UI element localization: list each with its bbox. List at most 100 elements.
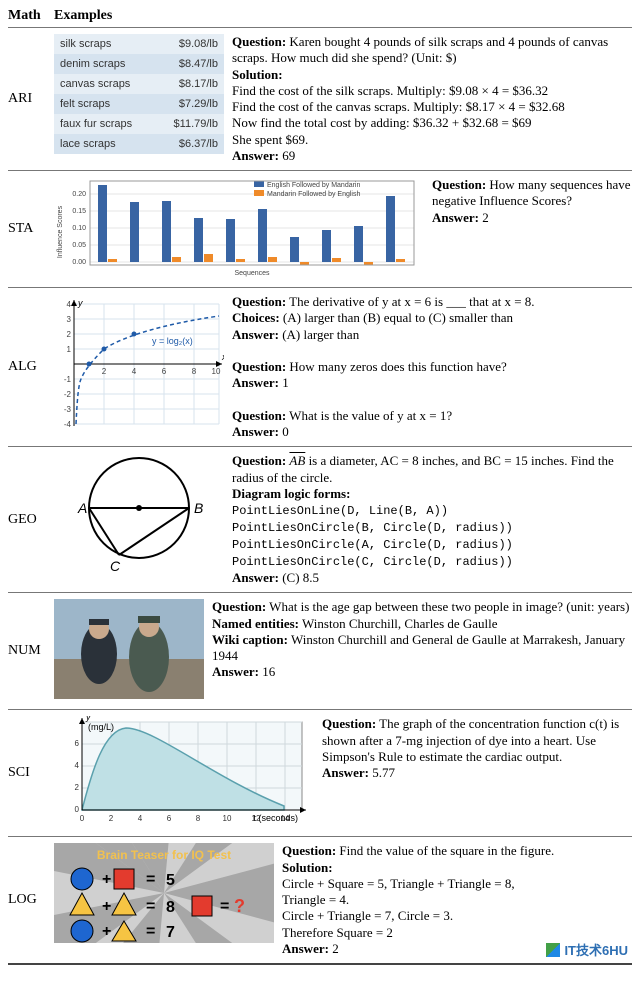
logic-form: PointLiesOnCircle(A, Circle(D, radius)) — [232, 538, 513, 552]
answer-label: Answer: — [232, 327, 279, 342]
svg-text:6: 6 — [162, 367, 167, 376]
cell-name: canvas scraps — [54, 74, 156, 94]
alg-figure: x y 246810 4321 -1-2-3-4 y = log₂(x) — [54, 294, 224, 438]
svg-text:-3: -3 — [64, 405, 72, 414]
answer-label: Answer: — [432, 210, 479, 225]
wiki-caption-label: Wiki caption: — [212, 632, 288, 647]
solution-line: Triangle = 4. — [282, 892, 349, 907]
geo-figure: A B C — [54, 453, 224, 577]
xlabel: Sequences — [234, 270, 270, 277]
answer-text: 2 — [479, 210, 489, 225]
ylabel: (mg/L) — [88, 722, 114, 732]
question-text: Karen bought 4 pounds of silk scraps and… — [232, 34, 608, 65]
solution-label: Solution: — [232, 67, 283, 82]
num-photo-placeholder — [54, 599, 204, 699]
section-num: NUM Question: What is the age gap betwee… — [8, 593, 632, 710]
question-label: Question: — [232, 34, 286, 49]
answer-text: 69 — [279, 148, 295, 163]
table-header: Math Examples — [8, 8, 632, 28]
ytick: 0.00 — [72, 259, 86, 266]
cell-price: $9.08/lb — [156, 34, 224, 54]
svg-text:+: + — [102, 898, 111, 915]
ytick: 0.20 — [72, 191, 86, 198]
label-num: NUM — [8, 643, 54, 659]
svg-text:2: 2 — [75, 783, 80, 792]
ylabel: Influence Scores — [57, 205, 64, 258]
sci-figure: 024 6810 1214 0246 (mg/L) t (seconds) y — [54, 716, 314, 830]
question-text: What is the age gap between these two pe… — [266, 599, 629, 614]
cell-price: $8.47/lb — [156, 54, 224, 74]
question-label: Question: — [282, 843, 336, 858]
label-A: A — [77, 500, 87, 516]
legend-s1: English Followed by Mandarin — [267, 182, 360, 189]
cell-name: lace scraps — [54, 134, 156, 154]
sta-bar-chart: 0.00 0.05 0.10 0.15 0.20 Influence Score… — [54, 177, 424, 277]
question-text: What is the value of y at x = 1? — [286, 408, 452, 423]
watermark: IT技术6HU — [546, 940, 628, 959]
alg-text: Question: The derivative of y at x = 6 i… — [232, 294, 632, 440]
label-C: C — [110, 558, 121, 573]
row2-rhs: 8 — [166, 899, 175, 916]
geo-text: Question: AB is a diameter, AC = 8 inche… — [232, 453, 632, 586]
num-figure — [54, 599, 204, 703]
svg-text:2: 2 — [67, 330, 72, 339]
price-table: silk scraps$9.08/lb denim scraps$8.47/lb… — [54, 34, 224, 154]
ytick: 0.10 — [72, 225, 86, 232]
unknown: ? — [234, 896, 245, 916]
ytick: 0.05 — [72, 242, 86, 249]
log-puzzle: Brain Teaser for IQ Test + = 5 + = 8 = ?… — [54, 843, 274, 943]
watermark-text: IT技术6HU — [564, 940, 628, 959]
question-text: How many zeros does this function have? — [286, 359, 507, 374]
watermark-icon — [546, 943, 560, 957]
svg-text:4: 4 — [132, 367, 137, 376]
cell-price: $11.79/lb — [156, 114, 224, 134]
section-sta: STA 0.00 0.05 0.10 0.15 0.20 Influence S… — [8, 171, 632, 288]
answer-text: (A) larger than — [279, 327, 359, 342]
svg-text:y: y — [85, 716, 91, 722]
svg-text:4: 4 — [75, 761, 80, 770]
label-B: B — [194, 500, 203, 516]
answer-text: 1 — [279, 375, 289, 390]
question-label: Question: — [232, 408, 286, 423]
answer-text: 2 — [329, 941, 339, 956]
alg-log-chart: x y 246810 4321 -1-2-3-4 y = log₂(x) — [54, 294, 224, 434]
logic-form: PointLiesOnCircle(C, Circle(D, radius)) — [232, 555, 513, 569]
svg-text:-2: -2 — [64, 390, 72, 399]
label-sta: STA — [8, 221, 54, 237]
answer-label: Answer: — [232, 148, 279, 163]
cell-price: $6.37/lb — [156, 134, 224, 154]
solution-line: Find the cost of the canvas scraps. Mult… — [232, 99, 565, 114]
cell-name: felt scraps — [54, 94, 156, 114]
sci-area-chart: 024 6810 1214 0246 (mg/L) t (seconds) y — [54, 716, 314, 826]
xlabel: t (seconds) — [253, 813, 298, 823]
puzzle-title: Brain Teaser for IQ Test — [97, 848, 231, 862]
svg-text:=: = — [146, 898, 155, 915]
answer-label: Answer: — [232, 424, 279, 439]
question-label: Question: — [232, 359, 286, 374]
table-row: silk scraps$9.08/lb — [54, 34, 224, 54]
svg-text:2: 2 — [102, 367, 107, 376]
section-alg: ALG x y 246810 — [8, 288, 632, 447]
label-alg: ALG — [8, 359, 54, 375]
question-label: Question: — [212, 599, 266, 614]
question-text: Find the value of the square in the figu… — [336, 843, 554, 858]
label-ari: ARI — [8, 91, 54, 107]
solution-line: Circle + Square = 5, Triangle + Triangle… — [282, 876, 515, 891]
svg-text:4: 4 — [67, 300, 72, 309]
svg-text:+: + — [102, 923, 111, 940]
svg-text:0: 0 — [80, 814, 85, 823]
chart-expr: y = log₂(x) — [152, 336, 193, 346]
section-sci: SCI 024 6810 1214 02 — [8, 710, 632, 837]
svg-text:4: 4 — [138, 814, 143, 823]
choices-label: Choices: — [232, 310, 280, 325]
section-ari: ARI silk scraps$9.08/lb denim scraps$8.4… — [8, 28, 632, 171]
legend-s2: Mandarin Followed by English — [267, 191, 360, 198]
answer-text: 16 — [259, 664, 275, 679]
log-figure: Brain Teaser for IQ Test + = 5 + = 8 = ?… — [54, 843, 274, 947]
answer-label: Answer: — [232, 375, 279, 390]
header-examples: Examples — [54, 8, 632, 24]
table-row: felt scraps$7.29/lb — [54, 94, 224, 114]
svg-text:8: 8 — [192, 367, 197, 376]
svg-text:10: 10 — [212, 367, 221, 376]
svg-text:10: 10 — [223, 814, 232, 823]
